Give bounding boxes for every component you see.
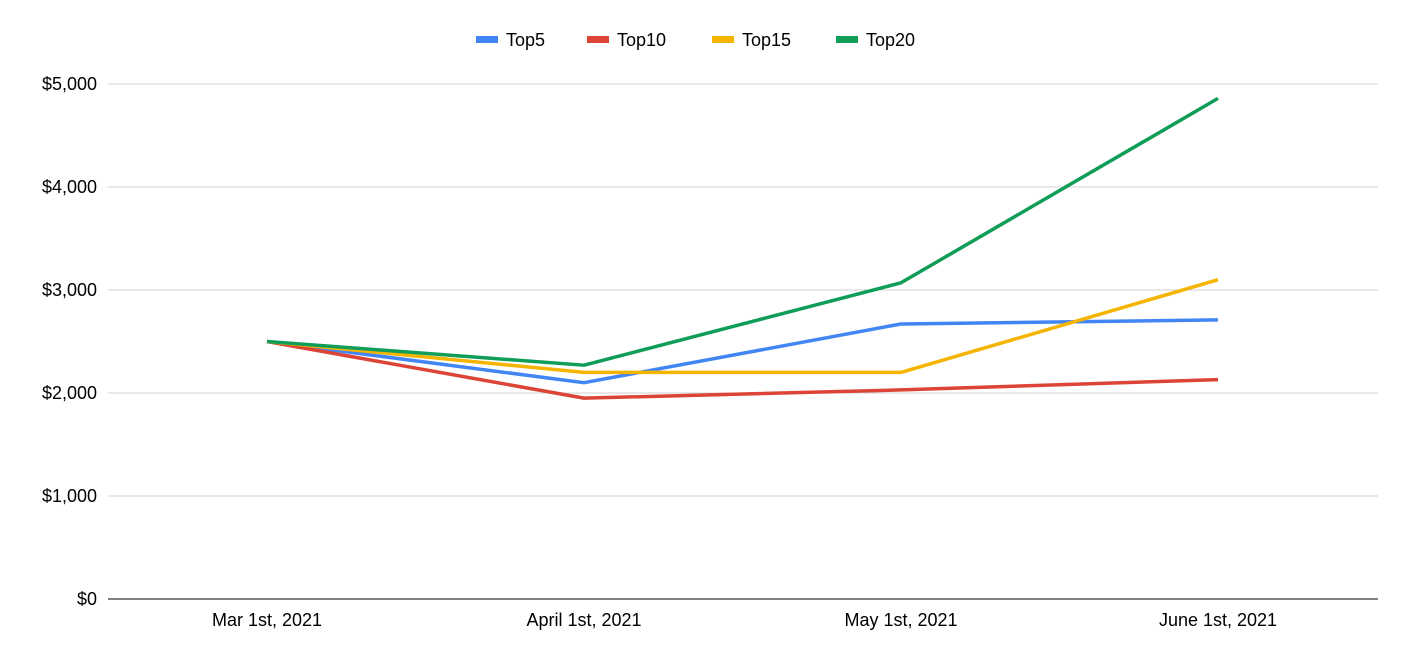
series-line-top10: [266, 339, 1219, 400]
legend-swatch-top20: [836, 36, 858, 43]
x-axis-tick-labels: Mar 1st, 2021 April 1st, 2021 May 1st, 202…: [212, 610, 1277, 630]
gridlines: [108, 83, 1378, 497]
y-tick-label: $0: [77, 589, 97, 609]
x-tick-label: June 1st, 2021: [1159, 610, 1277, 630]
y-axis-tick-labels: $0 $1,000 $2,000 $3,000 $4,000 $5,000: [42, 74, 97, 609]
x-tick-label: April 1st, 2021: [526, 610, 641, 630]
series-line-top15: [266, 278, 1219, 375]
y-tick-label: $3,000: [42, 280, 97, 300]
legend-label-top5: Top5: [506, 30, 545, 50]
series-lines: [266, 96, 1219, 400]
legend-label-top15: Top15: [742, 30, 791, 50]
legend-swatch-top10: [587, 36, 609, 43]
series-line-top20: [266, 96, 1219, 367]
series-line-top5: [266, 318, 1219, 385]
y-tick-label: $5,000: [42, 74, 97, 94]
x-tick-label: May 1st, 2021: [844, 610, 957, 630]
legend: Top5 Top10 Top15 Top20: [476, 30, 915, 50]
y-tick-label: $1,000: [42, 486, 97, 506]
legend-swatch-top15: [712, 36, 734, 43]
legend-label-top10: Top10: [617, 30, 666, 50]
y-tick-label: $4,000: [42, 177, 97, 197]
x-tick-label: Mar 1st, 2021: [212, 610, 322, 630]
y-tick-label: $2,000: [42, 383, 97, 403]
legend-label-top20: Top20: [866, 30, 915, 50]
legend-swatch-top5: [476, 36, 498, 43]
